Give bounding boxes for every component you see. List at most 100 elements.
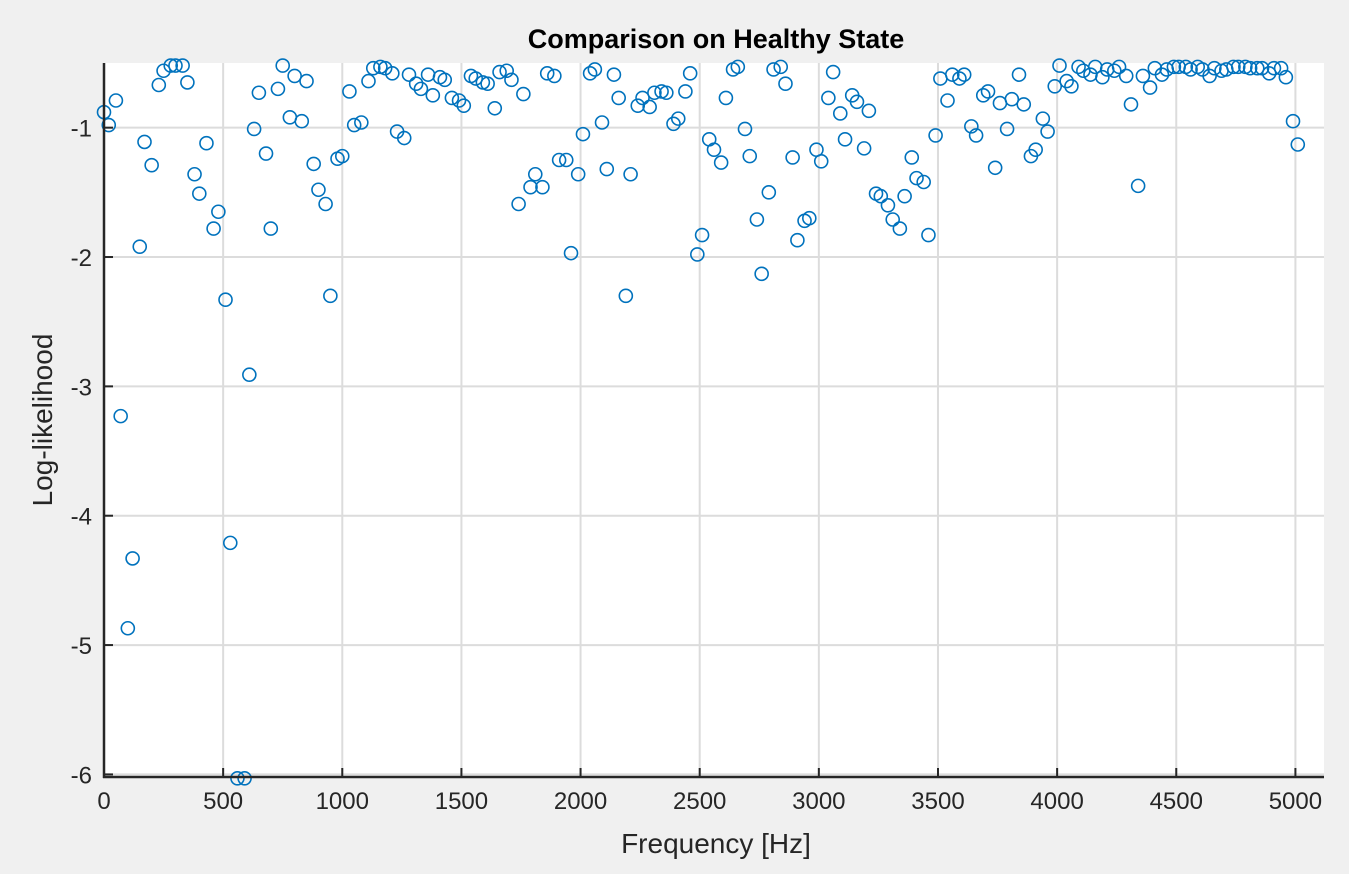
x-tick-label: 5000 [1269, 788, 1322, 815]
data-point [940, 93, 955, 108]
data-point [730, 59, 746, 75]
data-point [1290, 137, 1306, 152]
x-tick-label: 2000 [554, 788, 607, 815]
data-point [318, 196, 333, 212]
data-point [354, 115, 369, 130]
data-point [690, 247, 705, 262]
data-point [952, 71, 967, 86]
data-point [480, 76, 495, 91]
y-tick-labels: -1 -2 -3 -4 -5 -6 [71, 116, 92, 790]
data-point [401, 67, 417, 82]
data-point [718, 90, 734, 106]
data-point [1040, 124, 1055, 139]
data-point [1016, 97, 1032, 112]
data-point [539, 66, 555, 81]
data-point [1011, 67, 1027, 82]
data-point [1107, 63, 1122, 79]
data-point [1123, 97, 1139, 112]
data-point [1207, 60, 1222, 76]
data-point [275, 58, 291, 73]
data-point [499, 63, 514, 79]
data-point [218, 292, 233, 308]
data-point [535, 179, 550, 195]
data-point [570, 166, 586, 182]
data-point [1142, 80, 1158, 95]
x-tick-label: 2500 [673, 788, 726, 815]
y-tick-label: -6 [71, 762, 92, 789]
data-point [242, 367, 257, 383]
data-point [892, 221, 908, 236]
data-point [856, 141, 872, 156]
data-point [944, 67, 960, 82]
data-point [1047, 78, 1063, 94]
x-tick-label: 0 [97, 788, 110, 815]
data-point [547, 68, 562, 84]
data-point [1004, 91, 1020, 107]
data-point [659, 85, 674, 101]
data-point [199, 135, 214, 151]
data-point [444, 90, 460, 106]
data-point [670, 111, 686, 126]
data-point [323, 288, 338, 304]
data-point [761, 185, 777, 200]
data-point [563, 245, 579, 261]
data-point [516, 86, 531, 102]
data-point [980, 84, 996, 99]
x-tick-label: 3500 [911, 788, 964, 815]
data-point [342, 84, 357, 99]
data-point [861, 103, 877, 119]
data-point [511, 196, 526, 212]
data-point [968, 128, 984, 143]
data-point [623, 166, 638, 182]
data-point [928, 128, 943, 143]
data-point [168, 58, 183, 73]
data-point [618, 288, 634, 304]
data-point [921, 227, 936, 243]
data-point [742, 148, 758, 164]
data-point [666, 116, 681, 132]
data-point [587, 62, 603, 77]
x-tick-label: 4500 [1150, 788, 1203, 815]
data-point [975, 88, 991, 103]
data-point [1166, 59, 1182, 75]
data-point [413, 81, 429, 97]
data-point [527, 166, 543, 182]
x-axis-label: Frequency [Hz] [621, 828, 811, 859]
data-point [551, 152, 567, 168]
data-point [1064, 78, 1079, 94]
data-point [361, 73, 376, 89]
data-point [766, 62, 781, 77]
data-point [599, 161, 615, 177]
data-point [180, 75, 195, 90]
data-point [1242, 60, 1258, 76]
data-point [206, 221, 221, 236]
data-point [1035, 111, 1051, 126]
x-tick-label: 1000 [316, 788, 369, 815]
data-point [211, 204, 226, 220]
data-point [909, 170, 924, 186]
data-point [306, 156, 321, 172]
axes [102, 63, 1324, 779]
data-point [1278, 69, 1294, 85]
data-point [706, 142, 722, 157]
data-point [523, 179, 538, 195]
data-point [1071, 59, 1086, 75]
data-point [1285, 113, 1301, 129]
data-points [96, 58, 1306, 786]
data-point [299, 73, 314, 89]
data-point [1118, 68, 1134, 84]
data-point [263, 221, 279, 236]
data-point [125, 551, 140, 566]
data-point [682, 66, 698, 81]
data-point [287, 68, 302, 84]
data-point [897, 188, 912, 204]
data-point [113, 408, 128, 424]
data-point [802, 210, 817, 226]
y-tick-label: -2 [71, 245, 92, 272]
data-point [825, 64, 841, 80]
x-tick-label: 3000 [792, 788, 845, 815]
data-point [101, 117, 117, 133]
data-point [1183, 62, 1198, 77]
data-point [1154, 67, 1170, 82]
data-point [790, 232, 805, 248]
